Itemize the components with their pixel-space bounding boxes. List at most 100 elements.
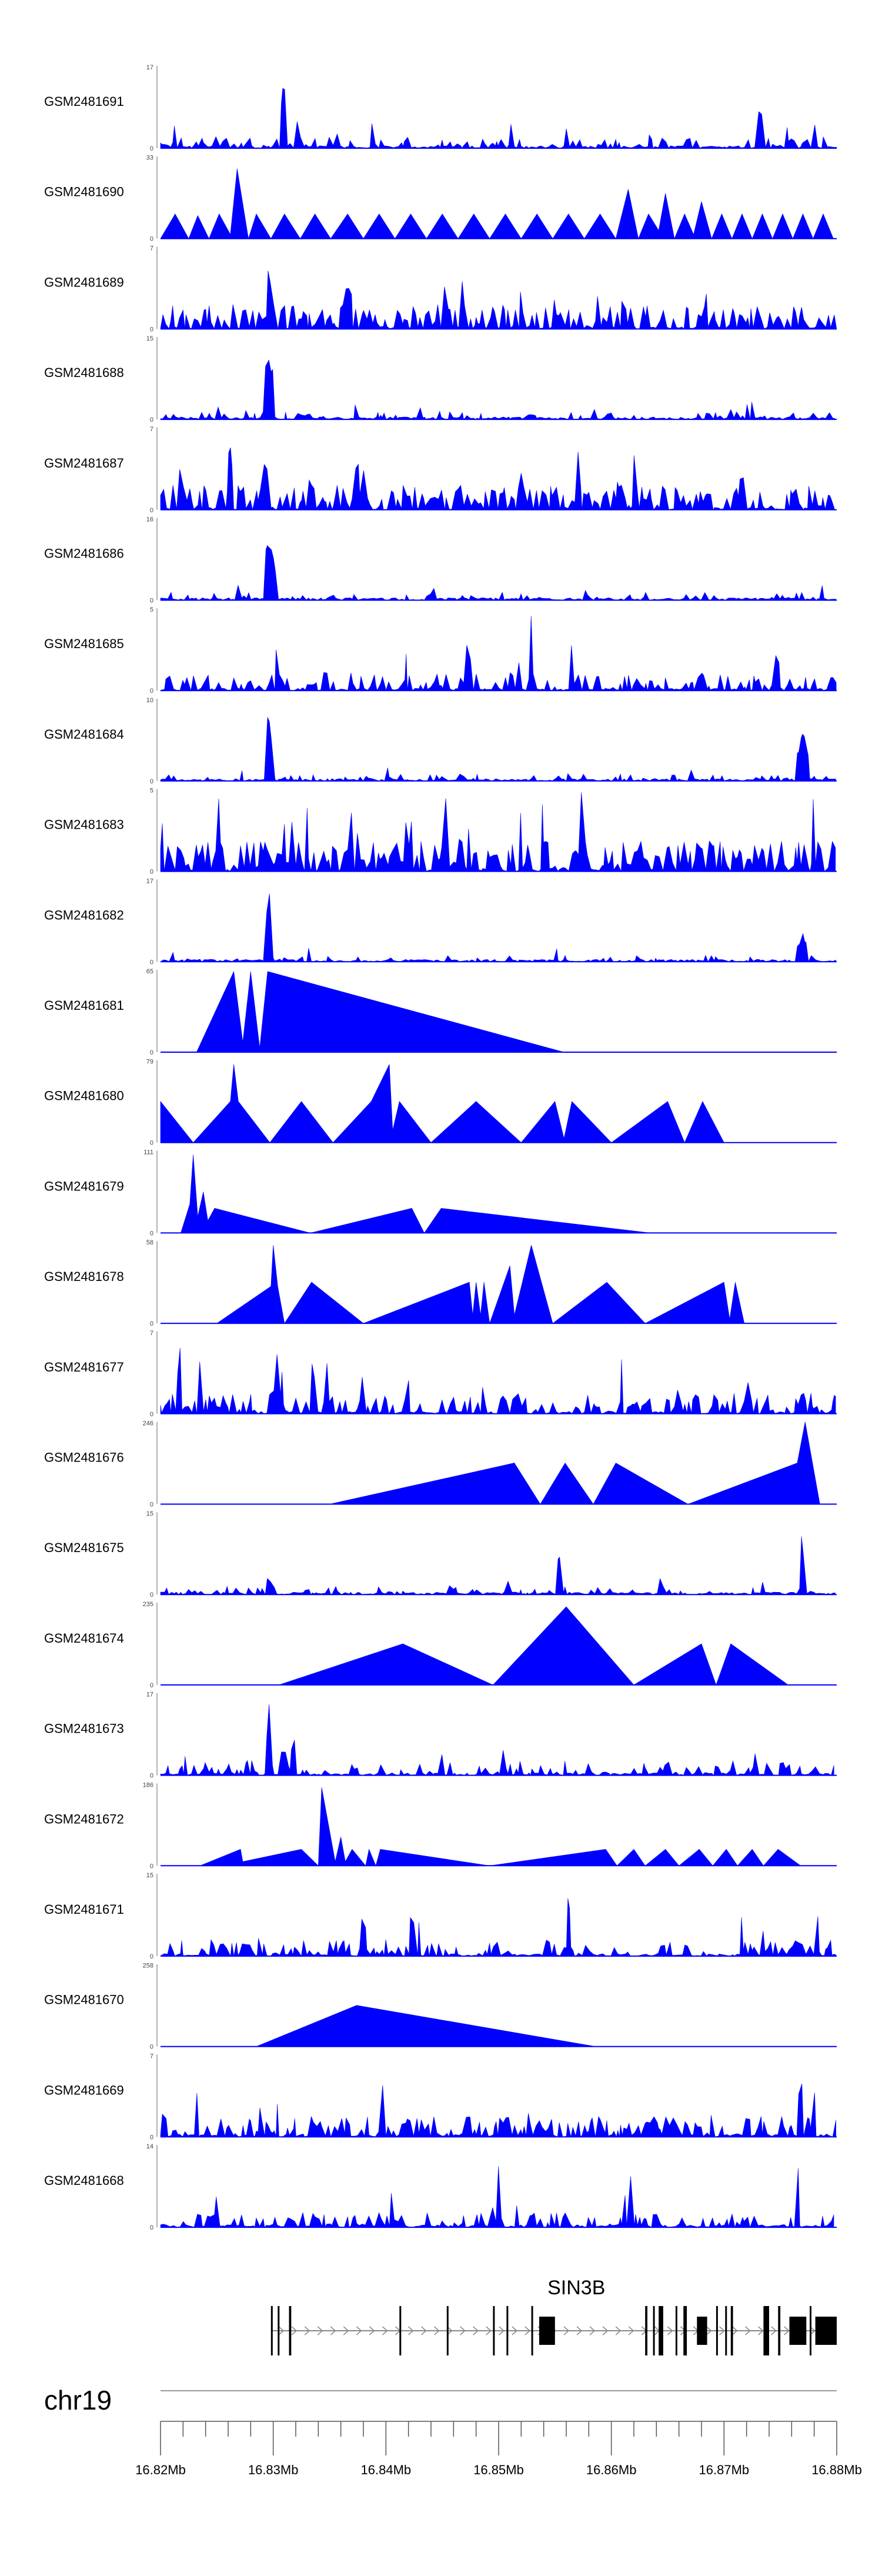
strand-arrow	[434, 2326, 440, 2335]
y-max-label: 17	[146, 64, 153, 71]
y-min-label: 0	[150, 1591, 153, 1599]
y-min-label: 0	[150, 1773, 153, 1780]
track-label: GSM2481683	[44, 817, 124, 832]
exon	[778, 2306, 781, 2355]
exon	[399, 2306, 402, 2355]
x-tick-label: 16.87Mb	[699, 2462, 750, 2477]
gene-label: SIN3B	[547, 2277, 605, 2299]
x-tick-label: 16.88Mb	[811, 2462, 862, 2477]
track-GSM2481670: GSM2481670 258 0	[44, 1963, 837, 2051]
y-max-label: 14	[146, 2143, 153, 2150]
strand-arrow	[615, 2326, 622, 2335]
coverage-area	[160, 447, 835, 510]
strand-arrow	[784, 2326, 790, 2335]
y-min-label: 0	[150, 145, 153, 152]
y-min-label: 0	[150, 326, 153, 333]
track-label: GSM2481680	[44, 1089, 124, 1103]
strand-arrow	[473, 2326, 479, 2335]
y-min-label: 0	[150, 598, 153, 605]
track-GSM2481669: GSM2481669 7 0	[44, 2053, 837, 2141]
y-max-label: 7	[150, 245, 153, 252]
exon	[815, 2317, 837, 2345]
strand-arrow	[499, 2326, 505, 2335]
x-tick-label: 16.83Mb	[248, 2462, 299, 2477]
coverage-area	[160, 893, 836, 962]
y-min-label: 0	[150, 416, 153, 423]
exon	[531, 2306, 533, 2355]
coverage-area	[216, 1245, 745, 1324]
y-max-label: 7	[150, 2053, 153, 2060]
y-max-label: 10	[146, 697, 153, 704]
y-min-label: 0	[150, 2224, 153, 2231]
strand-arrow	[369, 2326, 375, 2335]
strand-arrow	[343, 2326, 349, 2335]
strand-arrow	[719, 2326, 725, 2335]
x-tick-label: 16.84Mb	[361, 2462, 412, 2477]
x-tick-label: 16.82Mb	[135, 2462, 186, 2477]
coverage-area	[160, 2166, 834, 2228]
track-GSM2481680: GSM2481680 79 0	[44, 1059, 837, 1147]
track-GSM2481688: GSM2481688 15 0	[44, 335, 837, 423]
exon	[716, 2306, 718, 2355]
coverage-area	[160, 792, 836, 872]
track-label: GSM2481671	[44, 1902, 124, 1917]
exon	[675, 2306, 677, 2355]
strand-arrow	[771, 2326, 777, 2335]
strand-arrow	[810, 2326, 816, 2335]
exon	[730, 2306, 733, 2355]
y-max-label: 17	[146, 877, 153, 885]
y-min-label: 0	[150, 2044, 153, 2051]
y-max-label: 33	[146, 155, 153, 162]
y-min-label: 0	[150, 1320, 153, 1327]
coverage-area	[160, 2083, 836, 2138]
track-GSM2481668: GSM2481668 14 0	[44, 2143, 837, 2231]
track-GSM2481689: GSM2481689 7 0	[44, 245, 837, 333]
y-max-label: 5	[150, 788, 153, 795]
strand-arrow	[563, 2326, 570, 2335]
track-GSM2481678: GSM2481678 58 0	[44, 1239, 837, 1327]
exon	[683, 2306, 687, 2355]
exon	[278, 2306, 280, 2355]
y-min-label: 0	[150, 1953, 153, 1960]
y-max-label: 15	[146, 335, 153, 342]
track-GSM2481682: GSM2481682 17 0	[44, 877, 837, 966]
y-min-label: 0	[150, 1049, 153, 1056]
y-min-label: 0	[150, 1230, 153, 1237]
strand-arrow	[706, 2326, 712, 2335]
y-min-label: 0	[150, 959, 153, 966]
exon	[697, 2317, 707, 2345]
y-min-label: 0	[150, 1682, 153, 1689]
strand-arrow	[628, 2326, 634, 2335]
y-min-label: 0	[150, 778, 153, 785]
track-GSM2481686: GSM2481686 16 0	[44, 516, 837, 605]
track-label: GSM2481672	[44, 1811, 124, 1826]
exon	[763, 2306, 769, 2355]
track-label: GSM2481673	[44, 1721, 124, 1736]
y-max-label: 15	[146, 1872, 153, 1879]
track-GSM2481677: GSM2481677 7 0	[44, 1330, 837, 1418]
coverage-area	[160, 88, 837, 149]
track-label: GSM2481670	[44, 1993, 124, 2007]
strand-arrow	[576, 2326, 583, 2335]
coverage-area	[181, 1154, 651, 1233]
strand-arrow	[382, 2326, 388, 2335]
y-max-label: 186	[143, 1781, 153, 1788]
track-label: GSM2481668	[44, 2173, 124, 2188]
track-GSM2481671: GSM2481671 15 0	[44, 1872, 837, 1960]
track-label: GSM2481677	[44, 1360, 124, 1374]
strand-arrow	[758, 2326, 764, 2335]
strand-arrow	[667, 2326, 673, 2335]
coverage-area	[160, 359, 836, 420]
exon	[810, 2306, 811, 2355]
y-max-label: 235	[143, 1601, 153, 1608]
strand-arrow	[304, 2326, 310, 2335]
track-label: GSM2481676	[44, 1450, 124, 1465]
strand-arrow	[524, 2326, 531, 2335]
exon	[645, 2306, 647, 2355]
track-label: GSM2481674	[44, 1631, 124, 1646]
y-min-label: 0	[150, 1411, 153, 1418]
exon	[289, 2306, 292, 2355]
coverage-area	[160, 1064, 724, 1143]
strand-arrow	[330, 2326, 336, 2335]
